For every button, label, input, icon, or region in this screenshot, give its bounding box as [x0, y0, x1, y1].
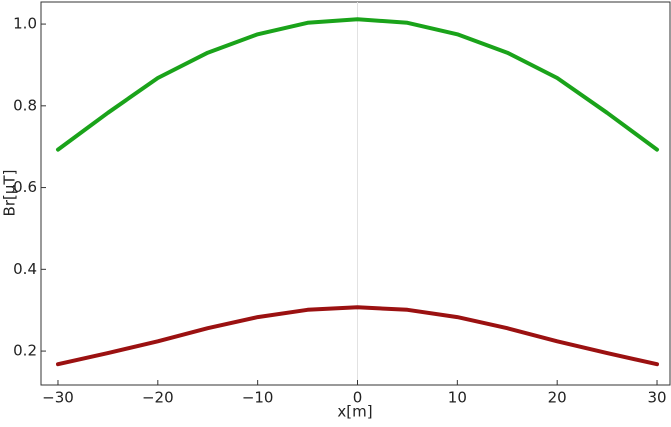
y-tick-label: 0.2 — [13, 342, 37, 360]
series-line — [56, 305, 659, 367]
series-line — [56, 17, 659, 152]
x-tick-label: −10 — [242, 389, 274, 407]
y-tick-label: 0.8 — [13, 96, 37, 114]
x-tick-label: 10 — [448, 389, 467, 407]
x-tick-label: 30 — [647, 389, 666, 407]
y-tick-label: 0.6 — [13, 178, 37, 196]
x-axis-label: x[m] — [337, 403, 372, 421]
x-tick-label: −30 — [42, 389, 74, 407]
x-tick-label: 0 — [353, 389, 363, 407]
y-tick-label: 1.0 — [13, 15, 37, 33]
y-tick-label: 0.4 — [13, 260, 37, 278]
y-axis-label: Br[μT] — [1, 170, 19, 217]
x-tick-label: −20 — [142, 389, 174, 407]
x-tick-label: 20 — [548, 389, 567, 407]
plot-frame — [40, 1, 671, 386]
